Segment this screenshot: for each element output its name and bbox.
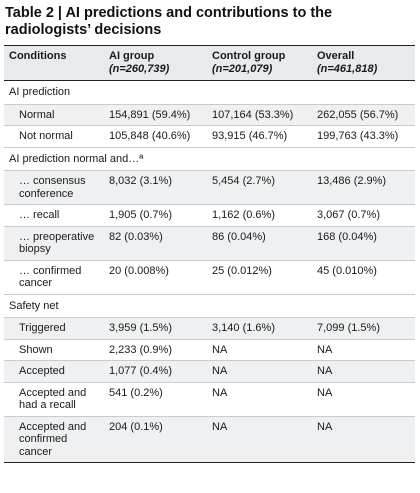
table-title: Table 2 | AI predictions and contributio… [5, 5, 333, 38]
table-row: Not normal 105,848 (40.6%) 93,915 (46.7%) 1… [4, 125, 415, 148]
section-row: AI prediction normal and…ª [4, 147, 415, 171]
cell-control-group: 1,162 (0.6%) [207, 204, 312, 227]
cell-ai-group: 1,905 (0.7%) [104, 204, 207, 227]
header-control-group-n: (n=201,079) [212, 63, 273, 75]
cell-ai-group: 3,959 (1.5%) [104, 317, 207, 340]
header-control-group: Control group (n=201,079) [207, 45, 312, 81]
cell-ai-group: 541 (0.2%) [104, 382, 207, 417]
table-row: … preoperative biopsy 82 (0.03%) 86 (0.04%… [4, 226, 415, 261]
cell-overall: 262,055 (56.7%) [312, 104, 415, 126]
cell-control-group: NA [207, 360, 312, 383]
cell-overall: NA [312, 360, 415, 383]
header-overall-label: Overall [317, 50, 355, 62]
row-label: Not normal [4, 125, 104, 148]
cell-ai-group: 82 (0.03%) [104, 226, 207, 261]
cell-control-group: 107,164 (53.3%) [207, 104, 312, 126]
table-row: … consensus conference 8,032 (3.1%) 5,454 … [4, 170, 415, 205]
header-ai-group: AI group (n=260,739) [104, 45, 207, 81]
table-row: Accepted and had a recall 541 (0.2%) NA NA [4, 382, 415, 417]
header-control-group-label: Control group [212, 50, 286, 62]
section-label: AI prediction normal and…ª [4, 147, 415, 171]
cell-control-group: 93,915 (46.7%) [207, 125, 312, 148]
row-label: Triggered [4, 317, 104, 340]
row-label: … confirmed cancer [4, 260, 104, 295]
cell-ai-group: 1,077 (0.4%) [104, 360, 207, 383]
cell-control-group: 3,140 (1.6%) [207, 317, 312, 340]
cell-control-group: NA [207, 382, 312, 417]
cell-control-group: 25 (0.012%) [207, 260, 312, 295]
row-label: Accepted and had a recall [4, 382, 104, 417]
cell-overall: NA [312, 416, 415, 463]
row-label: Normal [4, 104, 104, 126]
cell-control-group: NA [207, 416, 312, 463]
cell-ai-group: 20 (0.008%) [104, 260, 207, 295]
cell-ai-group: 204 (0.1%) [104, 416, 207, 463]
section-row: AI prediction [4, 80, 415, 105]
row-label: … recall [4, 204, 104, 227]
table-row: Normal 154,891 (59.4%) 107,164 (53.3%) 262,… [4, 104, 415, 126]
cell-control-group: 5,454 (2.7%) [207, 170, 312, 205]
cell-overall: 168 (0.04%) [312, 226, 415, 261]
cell-overall: 3,067 (0.7%) [312, 204, 415, 227]
table-row: Accepted 1,077 (0.4%) NA NA [4, 360, 415, 383]
cell-ai-group: 8,032 (3.1%) [104, 170, 207, 205]
cell-overall: NA [312, 382, 415, 417]
header-ai-group-n: (n=260,739) [109, 63, 170, 75]
cell-overall: NA [312, 339, 415, 361]
header-overall: Overall (n=461,818) [312, 45, 415, 81]
header-ai-group-label: AI group [109, 50, 155, 62]
cell-control-group: NA [207, 339, 312, 361]
header-conditions: Conditions [4, 45, 104, 81]
cell-control-group: 86 (0.04%) [207, 226, 312, 261]
header-overall-n: (n=461,818) [317, 63, 378, 75]
table-header-row: Conditions AI group (n=260,739) Control … [4, 45, 415, 81]
cell-overall: 7,099 (1.5%) [312, 317, 415, 340]
cell-ai-group: 2,233 (0.9%) [104, 339, 207, 361]
header-conditions-label: Conditions [9, 50, 67, 62]
cell-ai-group: 154,891 (59.4%) [104, 104, 207, 126]
row-label: Accepted [4, 360, 104, 383]
table-row: Triggered 3,959 (1.5%) 3,140 (1.6%) 7,099 (… [4, 317, 415, 340]
row-label: Accepted and confirmed cancer [4, 416, 104, 463]
row-label: … consensus conference [4, 170, 104, 205]
table-container: Table 2 | AI predictions and contributio… [4, 5, 415, 463]
data-table: Conditions AI group (n=260,739) Control … [4, 45, 415, 463]
section-label: Safety net [4, 294, 415, 318]
table-body: AI prediction Normal 154,891 (59.4%) 107,16… [4, 80, 415, 463]
cell-overall: 45 (0.010%) [312, 260, 415, 295]
cell-overall: 13,486 (2.9%) [312, 170, 415, 205]
table-row: Shown 2,233 (0.9%) NA NA [4, 339, 415, 361]
table-row: … recall 1,905 (0.7%) 1,162 (0.6%) 3,067 (0… [4, 204, 415, 227]
table-row: … confirmed cancer 20 (0.008%) 25 (0.012%)… [4, 260, 415, 295]
row-label: Shown [4, 339, 104, 361]
section-label: AI prediction [4, 80, 415, 105]
section-row: Safety net [4, 294, 415, 318]
table-row: Accepted and confirmed cancer 204 (0.1%) N… [4, 416, 415, 463]
row-label: … preoperative biopsy [4, 226, 104, 261]
cell-overall: 199,763 (43.3%) [312, 125, 415, 148]
cell-ai-group: 105,848 (40.6%) [104, 125, 207, 148]
